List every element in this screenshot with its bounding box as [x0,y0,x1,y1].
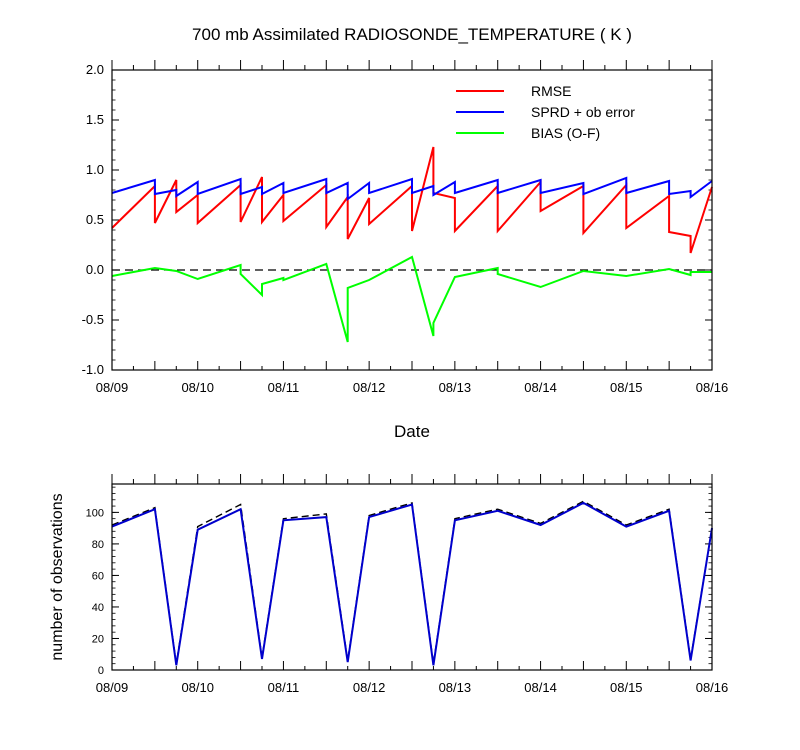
x-tick-label: 08/14 [524,380,557,395]
x-tick-label: 08/14 [524,680,557,695]
y-tick-label: 60 [92,570,104,582]
y-tick-label: 0 [98,665,104,677]
y-tick-label: 2.0 [86,62,104,77]
bottom-series-group [111,500,713,666]
x-tick-label: 08/16 [696,380,729,395]
x-tick-label: 08/10 [181,380,214,395]
x-tick-label: 08/15 [610,380,643,395]
x-tick-label: 08/12 [353,680,386,695]
x-tick-label: 08/12 [353,380,386,395]
x-tick-label: 08/13 [439,380,472,395]
y-tick-label: 20 [92,633,104,645]
y-tick-label: 1.0 [86,162,104,177]
y-tick-label: 0.5 [86,212,104,227]
x-tick-label: 08/16 [696,680,729,695]
series-line-rmse [111,146,713,254]
x-tick-label: 08/09 [96,680,129,695]
x-tick-label: 08/13 [439,680,472,695]
legend-label: BIAS (O-F) [531,125,600,141]
x-tick-label: 08/10 [181,680,214,695]
x-tick-label: 08/11 [268,380,300,395]
y-tick-label: 0.0 [86,262,104,277]
bottom-plot-frame [111,483,713,671]
bottom-x-tick-labels: 08/09 08/10 08/11 08/12 08/13 08/14 08/15 08/16 [96,680,729,695]
series-line-possible [111,500,713,664]
series-line-bias-o-f [111,255,712,343]
chart-title: 700 mb Assimilated RADIOSONDE_TEMPERATUR… [192,25,632,44]
bottom-y-tick-labels: 0 20 40 60 80 100 [86,507,104,677]
y-tick-label: -1.0 [82,362,104,377]
x-tick-label: 08/11 [268,680,300,695]
legend-label: SPRD + ob error [531,104,635,120]
x-axis-label: Date [394,422,430,441]
top-y-tick-labels: -1.0 -0.5 0.0 0.5 1.0 1.5 2.0 [82,62,104,377]
series-line-sprd-ob-error [111,176,713,201]
y-tick-label: 100 [86,507,104,519]
y-tick-label: 1.5 [86,112,104,127]
top-x-tick-labels: 08/09 08/10 08/11 08/12 08/13 08/14 08/15 08/16 [96,380,729,395]
legend-label: RMSE [531,83,571,99]
y-tick-label: 40 [92,602,104,614]
y-tick-label: 80 [92,539,104,551]
top-series-group [111,146,713,343]
top-plot-frame [111,69,713,371]
y-tick-label: -0.5 [82,312,104,327]
series-line-used [111,501,713,666]
legend: RMSE SPRD + ob error BIAS (O-F) [456,83,635,141]
bottom-minor-ticks [111,474,713,671]
y-axis-label: number of observations [49,493,66,660]
top-chart: 700 mb Assimilated RADIOSONDE_TEMPERATUR… [82,25,729,441]
x-tick-label: 08/15 [610,680,643,695]
x-tick-label: 08/09 [96,380,129,395]
